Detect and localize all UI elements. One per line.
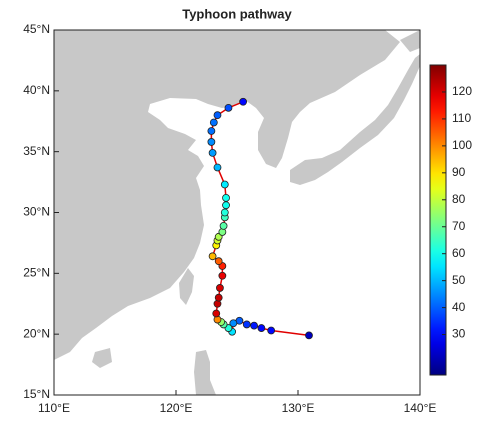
colorbar-tick-label: 70 (452, 219, 466, 233)
colorbar (429, 64, 447, 376)
track-point (305, 331, 313, 340)
y-tick-label: 30°N (23, 205, 50, 219)
colorbar-tick-label: 40 (452, 300, 466, 314)
colorbar-tick-label: 120 (452, 84, 472, 98)
x-tick-label: 120°E (160, 401, 193, 415)
track-point (224, 103, 233, 112)
track-point (209, 118, 218, 127)
track-point (250, 321, 258, 330)
x-tick-label: 140°E (404, 401, 437, 415)
japan (290, 54, 420, 185)
track-point (220, 180, 229, 189)
track-point (213, 163, 222, 172)
colorbar-tick-label: 90 (452, 165, 466, 179)
track-point (213, 111, 222, 120)
y-tick-label: 45°N (23, 22, 50, 36)
track-point (257, 324, 266, 332)
track-point (229, 319, 238, 328)
hokkaido (400, 30, 420, 52)
track-point (208, 148, 217, 157)
track-point (267, 326, 276, 335)
track-point (207, 138, 216, 146)
track-point (216, 284, 224, 292)
taiwan (179, 268, 194, 305)
track-point (220, 208, 229, 217)
track-point (212, 309, 221, 318)
y-tick-label: 40°N (23, 83, 50, 97)
hainan (92, 348, 112, 368)
track-point (222, 193, 230, 202)
track-point (214, 257, 223, 266)
mainland (54, 30, 400, 360)
colorbar-tick-label: 50 (452, 273, 466, 287)
track-point (214, 293, 223, 302)
colorbar-tick-label: 60 (452, 246, 466, 260)
colorbar-tick-label: 100 (452, 138, 472, 152)
track-point (218, 271, 227, 280)
colorbar-tick-label: 30 (452, 327, 466, 341)
track-point (208, 252, 217, 261)
y-tick-label: 20°N (23, 326, 50, 340)
y-tick-label: 15°N (23, 387, 50, 401)
colorbar-tick-label: 80 (452, 192, 466, 206)
x-tick-label: 130°E (282, 401, 315, 415)
x-tick-label: 110°E (38, 401, 70, 415)
chart-title: Typhoon pathway (182, 6, 292, 21)
track-point (219, 221, 228, 230)
basemap (54, 30, 420, 395)
colorbar-tick-label: 110 (452, 111, 471, 125)
y-tick-label: 25°N (23, 266, 50, 280)
track-point (207, 127, 216, 135)
track-point (222, 201, 230, 210)
track-point (239, 97, 248, 106)
track-point (242, 320, 251, 329)
luzon (194, 350, 216, 395)
y-tick-label: 35°N (23, 144, 50, 158)
